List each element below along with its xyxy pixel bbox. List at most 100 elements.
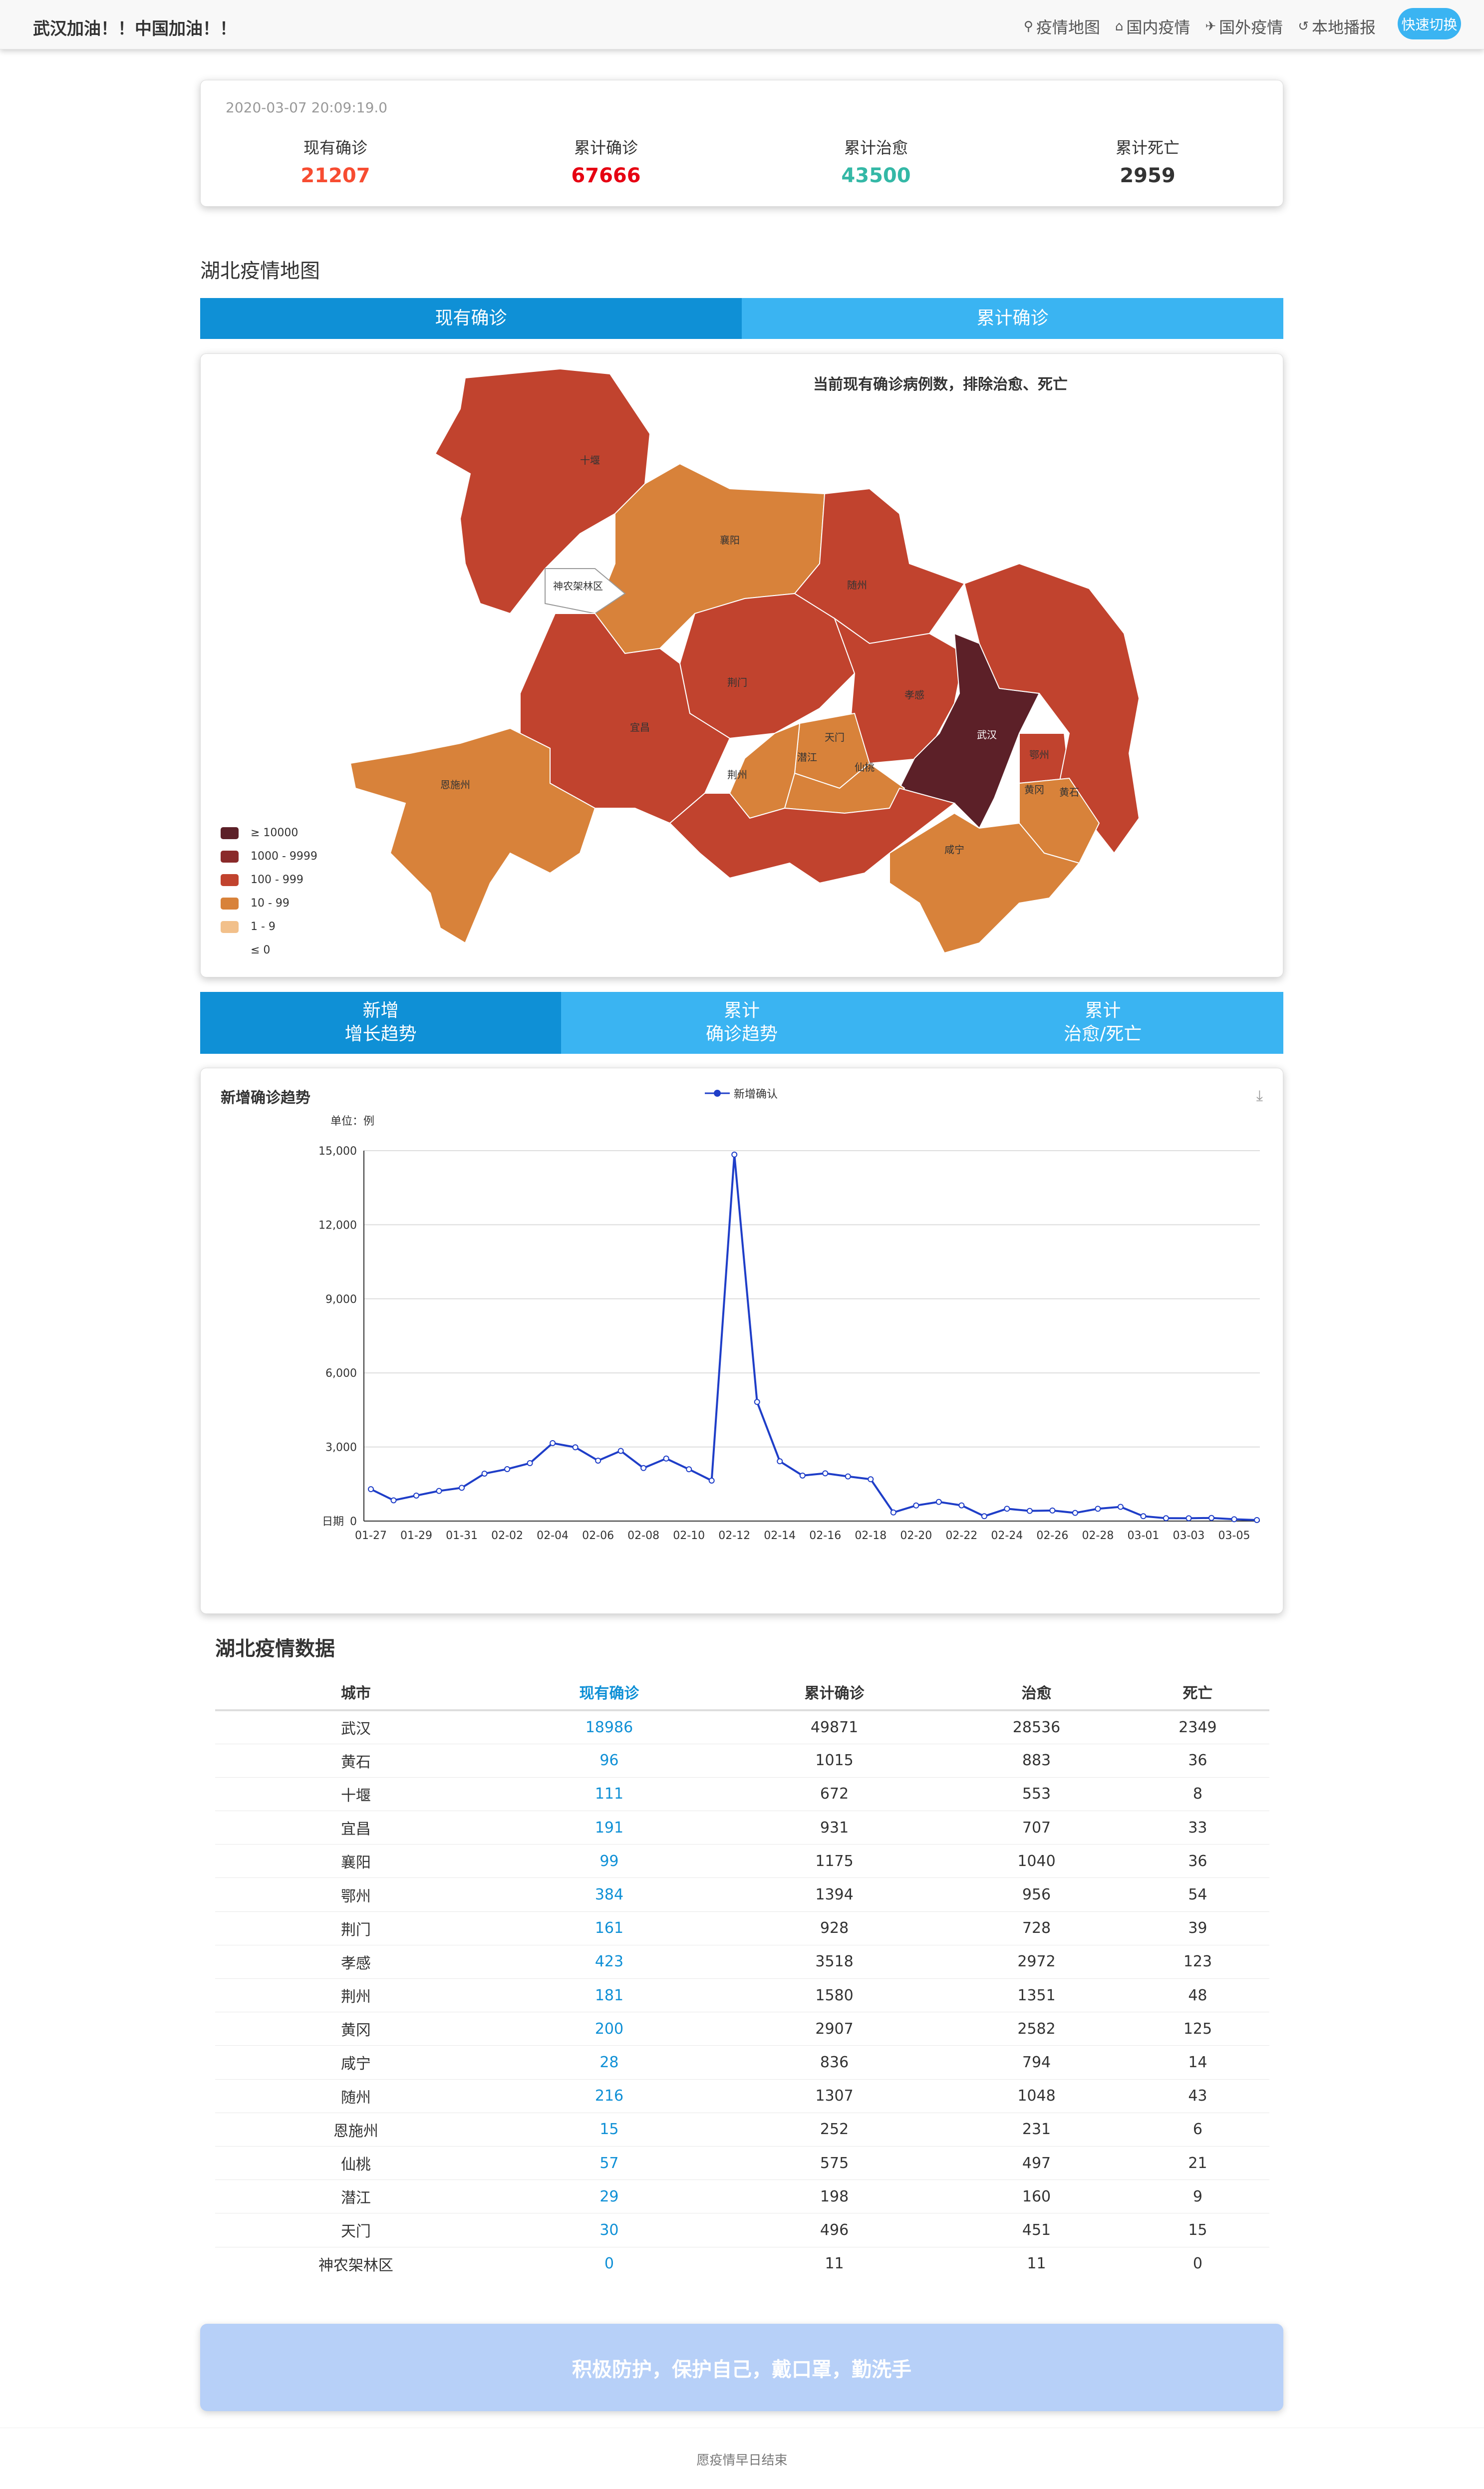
cell-current[interactable]: 57 xyxy=(496,2146,722,2180)
map-label: 黄冈 xyxy=(1024,784,1044,796)
x-tick-label: 02-10 xyxy=(673,1530,705,1542)
cell-cured: 883 xyxy=(947,1743,1126,1778)
x-tick-label: 02-26 xyxy=(1036,1530,1068,1542)
cell-total: 1015 xyxy=(722,1743,947,1778)
cell-current[interactable]: 0 xyxy=(496,2246,722,2281)
region-huanggang[interactable] xyxy=(963,563,1140,854)
nav-link-domestic[interactable]: ⌂ 国内疫情 xyxy=(1115,18,1190,37)
cell-current[interactable]: 30 xyxy=(496,2213,722,2247)
x-tick-label: 03-03 xyxy=(1173,1530,1204,1542)
x-tick-label: 01-29 xyxy=(400,1530,432,1542)
quick-switch-button[interactable]: 快速切换 xyxy=(1398,8,1461,39)
cell-total: 1175 xyxy=(722,1844,947,1878)
region-enshi[interactable] xyxy=(349,727,596,944)
cell-dead: 14 xyxy=(1126,2045,1269,2080)
hubei-map: 十堰 襄阳 随州 神农架林区 荆门 孝感 武汉 宜昌 天门 潜江 仙桃 荆州 恩… xyxy=(349,368,1140,954)
cell-current[interactable]: 191 xyxy=(496,1811,722,1845)
map-tabs: 现有确诊 累计确诊 xyxy=(200,298,1283,339)
cell-total: 1580 xyxy=(722,1978,947,2012)
nav-link-map[interactable]: ⚲ 疫情地图 xyxy=(1023,18,1100,37)
region-shennongjia[interactable] xyxy=(545,568,626,615)
cell-current[interactable]: 18986 xyxy=(496,1710,722,1744)
nav-link-local[interactable]: ↺ 本地播报 xyxy=(1298,18,1376,37)
cell-current[interactable]: 161 xyxy=(496,1911,722,1945)
cell-city: 宜昌 xyxy=(215,1811,497,1845)
nav-link-foreign[interactable]: ✈ 国外疫情 xyxy=(1205,18,1283,37)
cell-city: 黄石 xyxy=(215,1743,497,1778)
cell-cured: 28536 xyxy=(947,1710,1126,1744)
col-cured[interactable]: 治愈 xyxy=(947,1674,1126,1711)
cell-current[interactable]: 181 xyxy=(496,1978,722,2012)
cell-current[interactable]: 423 xyxy=(496,1944,722,1979)
region-shiyan[interactable] xyxy=(434,368,651,615)
data-point xyxy=(1208,1515,1214,1521)
chart-legend[interactable]: 新增确认 xyxy=(705,1085,778,1101)
map-label: 仙桃 xyxy=(855,761,875,773)
cell-current[interactable]: 28 xyxy=(496,2045,722,2080)
download-icon[interactable]: ⤓ xyxy=(1256,1087,1263,1105)
chart-title: 新增确诊趋势 xyxy=(221,1089,310,1107)
cell-total: 1394 xyxy=(722,1877,947,1912)
region-jingmen[interactable] xyxy=(679,593,856,739)
cell-cured: 2582 xyxy=(947,2012,1126,2046)
tab-total-confirmed-trend[interactable]: 累计 确诊趋势 xyxy=(561,992,922,1054)
col-dead[interactable]: 死亡 xyxy=(1126,1674,1269,1711)
legend-item[interactable]: 1000 - 9999 xyxy=(221,845,317,868)
data-point xyxy=(686,1466,692,1473)
table-row: 襄阳 99 1175 1040 36 xyxy=(215,1844,1269,1878)
cell-total: 928 xyxy=(722,1911,947,1945)
cell-current[interactable]: 96 xyxy=(496,1743,722,1778)
cell-city: 武汉 xyxy=(215,1710,497,1744)
update-time: 2020-03-07 20:09:19.0 xyxy=(226,99,388,116)
data-point xyxy=(822,1470,829,1477)
brand-title[interactable]: 武汉加油！！中国加油！！ xyxy=(33,19,237,39)
region-xiaogan[interactable] xyxy=(833,617,965,764)
cell-total: 3518 xyxy=(722,1944,947,1979)
col-total-confirmed[interactable]: 累计确诊 xyxy=(722,1674,947,1711)
data-point xyxy=(595,1457,601,1464)
cell-current[interactable]: 384 xyxy=(496,1877,722,1912)
x-tick-label: 01-31 xyxy=(446,1530,478,1542)
cell-total: 575 xyxy=(722,2146,947,2180)
legend-item[interactable]: 1 - 9 xyxy=(221,915,317,938)
cell-current[interactable]: 200 xyxy=(496,2012,722,2046)
cell-current[interactable]: 99 xyxy=(496,1844,722,1878)
cell-cured: 160 xyxy=(947,2179,1126,2213)
region-xianning[interactable] xyxy=(889,812,1080,954)
tab-total-confirmed[interactable]: 累计确诊 xyxy=(742,298,1283,339)
cell-current[interactable]: 29 xyxy=(496,2179,722,2213)
legend-item[interactable]: 10 - 99 xyxy=(221,892,317,915)
cell-current[interactable]: 15 xyxy=(496,2112,722,2147)
cell-total: 252 xyxy=(722,2112,947,2147)
col-city[interactable]: 城市 xyxy=(215,1674,497,1711)
top-navbar: 武汉加油！！中国加油！！ ⚲ 疫情地图 ⌂ 国内疫情 ✈ 国外疫情 ↺ 本地播报 快速切… xyxy=(0,0,1484,49)
cell-current[interactable]: 111 xyxy=(496,1777,722,1811)
data-point xyxy=(1117,1504,1124,1510)
cell-dead: 43 xyxy=(1126,2079,1269,2113)
cell-dead: 0 xyxy=(1126,2246,1269,2281)
region-jingzhou[interactable] xyxy=(669,787,956,884)
data-point xyxy=(617,1448,624,1454)
col-current-confirmed[interactable]: 现有确诊 xyxy=(496,1674,722,1711)
map-label: 荆门 xyxy=(727,676,747,688)
table-row: 十堰 111 672 553 8 xyxy=(215,1777,1269,1811)
x-tick-label: 02-02 xyxy=(491,1530,523,1542)
y-tick-label: 6,000 xyxy=(325,1367,357,1380)
map-label: 随州 xyxy=(847,579,867,591)
legend-item[interactable]: 100 - 999 xyxy=(221,868,317,892)
cell-cured: 794 xyxy=(947,2045,1126,2080)
data-point xyxy=(890,1509,896,1516)
data-point xyxy=(1140,1513,1147,1520)
table-row: 宜昌 191 931 707 33 xyxy=(215,1811,1269,1845)
legend-item[interactable]: ≤ 0 xyxy=(221,938,317,962)
data-point xyxy=(935,1499,942,1505)
tab-new-growth[interactable]: 新增 增长趋势 xyxy=(200,992,562,1054)
cell-dead: 6 xyxy=(1126,2112,1269,2147)
tab-cured-dead-trend[interactable]: 累计 治愈/死亡 xyxy=(922,992,1283,1054)
cell-cured: 956 xyxy=(947,1877,1126,1912)
data-point xyxy=(527,1460,533,1467)
cell-current[interactable]: 216 xyxy=(496,2079,722,2113)
legend-item[interactable]: ≥ 10000 xyxy=(221,821,317,845)
data-point xyxy=(1049,1507,1056,1514)
tab-current-confirmed[interactable]: 现有确诊 xyxy=(200,298,742,339)
